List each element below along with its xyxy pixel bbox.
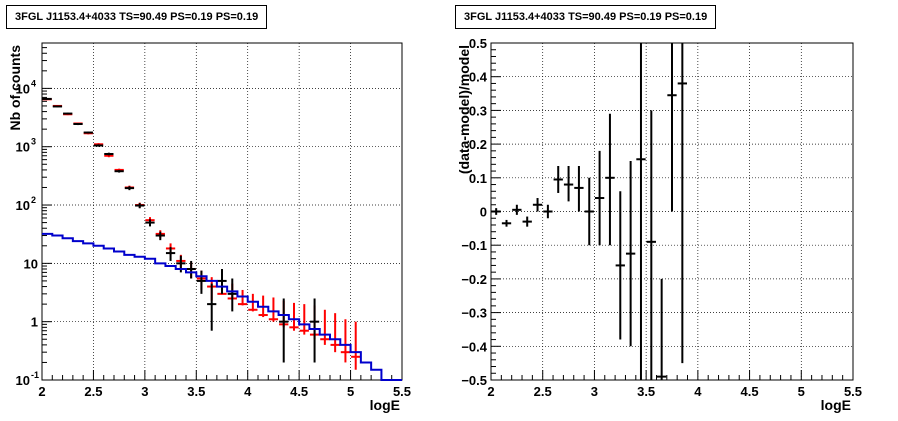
right-data-point-0 bbox=[574, 166, 584, 212]
left-x-tick-label: 4 bbox=[244, 384, 252, 399]
right-data-point-0 bbox=[491, 208, 501, 215]
right-data-point-0 bbox=[584, 177, 594, 246]
right-x-tick-label: 2 bbox=[487, 384, 494, 399]
left-data-point-0 bbox=[340, 319, 351, 363]
left-x-tick-label: 5.5 bbox=[393, 384, 411, 399]
right-x-axis-title: logE bbox=[821, 397, 851, 413]
right-x-tick-label: 4 bbox=[694, 384, 702, 399]
left-y-tick-label: 10 bbox=[16, 81, 30, 96]
left-data-point-0 bbox=[299, 304, 309, 335]
right-data-point-0 bbox=[532, 198, 543, 212]
left-data-point-1 bbox=[93, 144, 104, 147]
left-data-point-0 bbox=[268, 297, 279, 322]
left-data-point-1 bbox=[196, 270, 207, 294]
right-data-point-0 bbox=[522, 216, 532, 227]
right-data-point-0 bbox=[677, 43, 687, 364]
right-y-tick-label: −0.1 bbox=[461, 238, 487, 253]
right-data-point-0 bbox=[594, 150, 605, 246]
right-data-point-0 bbox=[553, 166, 563, 193]
left-x-tick-label: 3 bbox=[141, 384, 148, 399]
left-data-point-1 bbox=[207, 283, 217, 331]
right-data-point-0 bbox=[605, 113, 615, 246]
left-y-tick-label: 10 bbox=[24, 256, 38, 271]
right-chart: 2 2.5 3 3.5 4 4.5 5 5.5 −0.5 −0.4 −0.3 −0.2 −0.1 0 0.1… bbox=[456, 36, 862, 413]
left-data-point-0 bbox=[351, 321, 361, 370]
right-data-point-0 bbox=[615, 191, 625, 340]
right-x-tick-label: 2.5 bbox=[534, 384, 552, 399]
right-y-tick-label: 0 bbox=[480, 205, 487, 220]
right-data-point-0 bbox=[625, 160, 636, 347]
left-data-point-1 bbox=[145, 219, 155, 227]
left-y-tick-exponent: 2 bbox=[31, 195, 36, 205]
left-data-point-1 bbox=[73, 122, 83, 126]
right-x-tick-label: 3.5 bbox=[637, 384, 655, 399]
left-data-point-1 bbox=[63, 112, 73, 115]
left-data-point-1 bbox=[83, 131, 93, 134]
left-data-point-1 bbox=[114, 169, 124, 173]
right-y-tick-label: 0.3 bbox=[469, 103, 487, 118]
left-data-point-1 bbox=[227, 278, 237, 312]
left-data-point-1 bbox=[52, 105, 63, 108]
left-data-point-0 bbox=[320, 309, 330, 345]
left-x-tick-label: 4.5 bbox=[290, 384, 308, 399]
left-x-tick-label: 2.5 bbox=[84, 384, 102, 399]
left-chart-title: 3FGL J1153.4+4033 TS=90.49 PS=0.19 PS=0.… bbox=[6, 5, 268, 29]
left-y-tick-label: 10 bbox=[16, 140, 30, 155]
left-data-point-1 bbox=[309, 298, 320, 363]
right-x-tick-label: 5.5 bbox=[844, 384, 862, 399]
right-data-point-0 bbox=[667, 43, 677, 212]
left-model-step-line bbox=[42, 232, 402, 381]
right-y-tick-label: −0.4 bbox=[461, 339, 487, 354]
left-y-tick-exponent: 3 bbox=[31, 137, 36, 147]
right-chart-title: 3FGL J1153.4+4033 TS=90.49 PS=0.19 PS=0.… bbox=[455, 5, 717, 29]
right-y-tick-label: 0.5 bbox=[469, 36, 487, 51]
right-y-tick-label: −0.5 bbox=[461, 373, 487, 388]
right-x-tick-label: 3 bbox=[591, 384, 598, 399]
left-data-point-1 bbox=[124, 186, 135, 191]
left-data-point-1 bbox=[186, 260, 196, 279]
left-data-point-1 bbox=[135, 203, 145, 209]
left-y-tick-exponent: -1 bbox=[31, 370, 39, 380]
right-y-axis-title: (data-model)/model bbox=[456, 45, 472, 174]
right-y-tick-label: −0.2 bbox=[461, 272, 487, 287]
right-y-tick-label: 0.2 bbox=[469, 137, 487, 152]
right-x-tick-label: 5 bbox=[798, 384, 805, 399]
left-data-point-1 bbox=[165, 247, 176, 261]
left-data-point-1 bbox=[104, 152, 114, 156]
left-x-tick-label: 5 bbox=[347, 384, 354, 399]
left-data-point-0 bbox=[330, 313, 340, 353]
left-y-tick-label: 10 bbox=[16, 373, 30, 388]
right-y-tick-label: 0.1 bbox=[469, 171, 487, 186]
left-x-tick-label: 3.5 bbox=[187, 384, 205, 399]
right-data-point-0 bbox=[563, 166, 574, 202]
left-data-point-0 bbox=[237, 289, 248, 306]
right-data-point-0 bbox=[646, 110, 656, 380]
left-y-tick-label: 1 bbox=[31, 315, 38, 330]
left-data-point-1 bbox=[155, 231, 165, 241]
left-data-point-1 bbox=[217, 269, 227, 294]
left-y-tick-label: 10 bbox=[16, 198, 30, 213]
left-data-point-1 bbox=[279, 298, 289, 363]
left-data-point-0 bbox=[289, 302, 299, 331]
right-data-point-0 bbox=[636, 43, 646, 380]
right-y-tick-label: 0.4 bbox=[469, 70, 488, 85]
left-x-tick-label: 2 bbox=[38, 384, 45, 399]
right-data-point-0 bbox=[512, 204, 522, 215]
right-y-tick-label: −0.3 bbox=[461, 306, 487, 321]
left-y-tick-exponent: 4 bbox=[31, 78, 36, 88]
left-plot-frame bbox=[41, 42, 403, 381]
right-data-point-0 bbox=[657, 278, 667, 380]
right-x-tick-label: 4.5 bbox=[741, 384, 759, 399]
right-data-point-0 bbox=[543, 204, 553, 219]
left-x-axis-title: logE bbox=[370, 397, 400, 413]
left-data-point-1 bbox=[42, 97, 52, 100]
right-data-point-0 bbox=[501, 219, 512, 227]
left-y-axis-title: Nb of counts bbox=[7, 45, 23, 131]
